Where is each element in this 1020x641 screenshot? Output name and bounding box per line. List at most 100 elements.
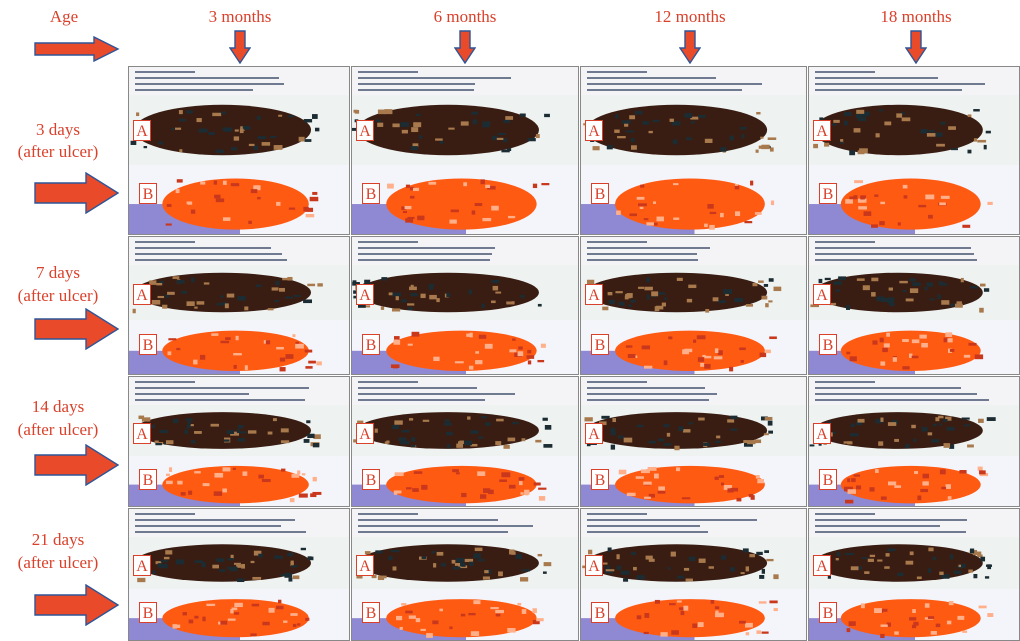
scan-caption-header xyxy=(129,67,349,97)
scan-caption-header xyxy=(581,67,806,97)
row-title: 3 days xyxy=(36,120,80,139)
perfusion-map-b xyxy=(581,456,806,506)
panel-label-b: B xyxy=(591,602,609,624)
panel-label-a: A xyxy=(813,284,831,306)
tissue-photo-a xyxy=(352,95,578,165)
panel-label-a: A xyxy=(356,422,374,444)
right-arrow-icon xyxy=(34,584,120,626)
tissue-photo-a xyxy=(809,537,1019,589)
panel-label-a: A xyxy=(585,119,603,141)
panel-label-b: B xyxy=(362,602,380,624)
tissue-photo-a xyxy=(352,537,578,589)
scan-caption-header xyxy=(352,377,578,407)
tissue-photo-a xyxy=(129,265,349,320)
panel-label-b: B xyxy=(139,602,157,624)
perfusion-map-b xyxy=(581,589,806,640)
panel-label-a: A xyxy=(356,119,374,141)
panel-label-a: A xyxy=(133,422,151,444)
panel-label-a: A xyxy=(813,555,831,577)
panel-label-b: B xyxy=(362,469,380,490)
tissue-photo-a xyxy=(809,265,1019,320)
perfusion-map-b xyxy=(352,589,578,640)
row-subtitle: (after ulcer) xyxy=(17,142,99,161)
down-arrow-icon xyxy=(229,30,251,64)
row-subtitle: (after ulcer) xyxy=(17,286,99,305)
row-subtitle: (after ulcer) xyxy=(17,420,99,439)
tissue-photo-a xyxy=(581,95,806,165)
panel-label-b: B xyxy=(819,182,837,204)
perfusion-map-b xyxy=(352,320,578,374)
panel-label-a: A xyxy=(585,555,603,577)
tissue-photo-a xyxy=(352,265,578,320)
scan-caption-header xyxy=(129,509,349,539)
row-title: 14 days xyxy=(31,397,85,416)
panel-label-a: A xyxy=(813,119,831,141)
tissue-photo-a xyxy=(129,405,349,456)
panel-label-a: A xyxy=(133,555,151,577)
perfusion-map-b xyxy=(129,320,349,374)
panel-label-b: B xyxy=(139,469,157,490)
panel-label-a: A xyxy=(133,284,151,306)
row-title: 7 days xyxy=(36,263,80,282)
panel-label-a: A xyxy=(813,422,831,444)
column-header-18-months: 18 months xyxy=(880,7,952,26)
scan-caption-header xyxy=(352,237,578,267)
tissue-photo-a xyxy=(352,405,578,456)
perfusion-map-b xyxy=(129,165,349,234)
perfusion-map-b xyxy=(352,165,578,234)
panel-label-b: B xyxy=(362,334,380,355)
age-right-arrow-icon xyxy=(34,36,120,62)
perfusion-map-b xyxy=(129,456,349,506)
tissue-photo-a xyxy=(809,95,1019,165)
perfusion-map-b xyxy=(352,456,578,506)
perfusion-map-b xyxy=(581,320,806,374)
perfusion-map-b xyxy=(809,320,1019,374)
column-header-3-months: 3 months xyxy=(208,7,272,26)
tissue-photo-a xyxy=(581,537,806,589)
scan-caption-header xyxy=(809,509,1019,539)
panel-label-b: B xyxy=(819,469,837,490)
perfusion-map-b xyxy=(809,589,1019,640)
perfusion-map-b xyxy=(129,589,349,640)
scan-caption-header xyxy=(581,237,806,267)
scan-caption-header xyxy=(352,509,578,539)
tissue-photo-a xyxy=(809,405,1019,456)
perfusion-map-b xyxy=(809,456,1019,506)
panel-label-b: B xyxy=(139,182,157,204)
column-header-6-months: 6 months xyxy=(433,7,497,26)
row-title: 21 days xyxy=(31,530,85,549)
age-label: Age xyxy=(49,7,79,26)
perfusion-map-b xyxy=(581,165,806,234)
panel-label-b: B xyxy=(139,334,157,355)
scan-caption-header xyxy=(129,237,349,267)
perfusion-map-b xyxy=(809,165,1019,234)
scan-caption-header xyxy=(581,377,806,407)
right-arrow-icon xyxy=(34,444,120,486)
down-arrow-icon xyxy=(905,30,927,64)
panel-label-a: A xyxy=(356,555,374,577)
tissue-photo-a xyxy=(581,405,806,456)
right-arrow-icon xyxy=(34,308,120,350)
tissue-photo-a xyxy=(129,537,349,589)
scan-caption-header xyxy=(129,377,349,407)
scan-caption-header xyxy=(809,377,1019,407)
down-arrow-icon xyxy=(454,30,476,64)
column-header-12-months: 12 months xyxy=(654,7,726,26)
tissue-photo-a xyxy=(581,265,806,320)
panel-label-a: A xyxy=(133,119,151,141)
